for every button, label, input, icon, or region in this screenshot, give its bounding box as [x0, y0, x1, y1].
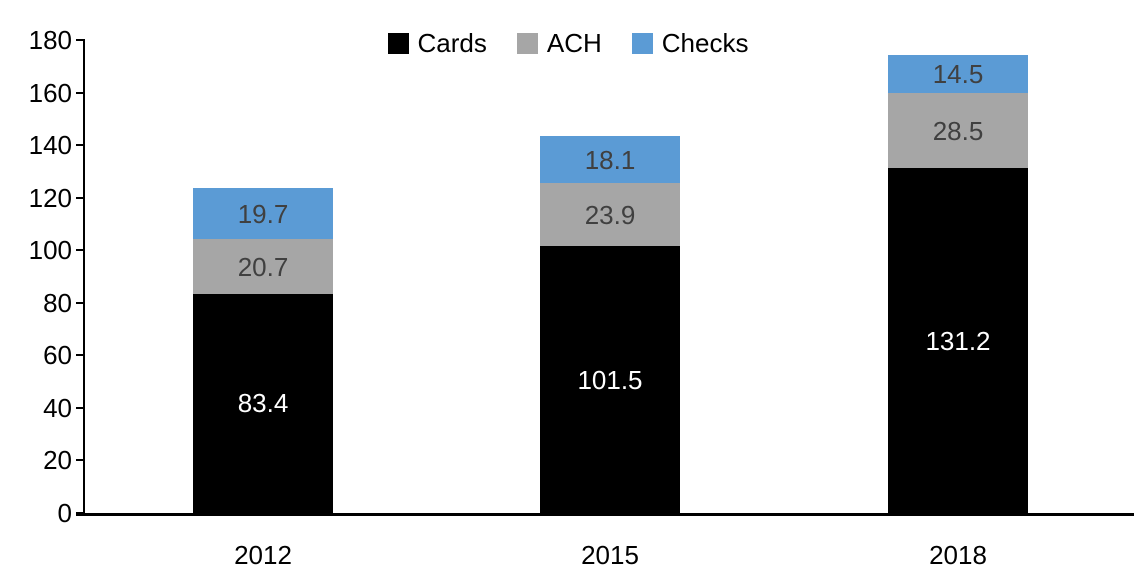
bar-2018: 131.2 28.5 14.5	[888, 55, 1028, 513]
segment-cards-2018: 131.2	[888, 168, 1028, 513]
x-axis	[76, 513, 1134, 516]
legend-label-checks: Checks	[661, 28, 749, 58]
y-axis	[83, 40, 85, 516]
segment-ach-2018: 28.5	[888, 93, 1028, 169]
y-tick-mark	[76, 301, 85, 304]
data-label-ach-2012: 20.7	[237, 251, 289, 282]
bar-2012: 83.4 20.7 19.7	[193, 187, 333, 513]
segment-checks-2015: 18.1	[540, 135, 680, 184]
data-label-ach-2018: 28.5	[932, 115, 984, 146]
data-label-ach-2015: 23.9	[584, 199, 636, 230]
segment-cards-2012: 83.4	[193, 293, 333, 513]
y-tick-mark	[76, 91, 85, 94]
y-tick-label: 180	[28, 25, 72, 55]
y-tick-label: 40	[43, 392, 72, 423]
data-label-checks-2015: 18.1	[584, 144, 636, 175]
y-tick-label: 100	[28, 235, 72, 266]
data-label-cards-2015: 101.5	[577, 364, 643, 395]
y-tick-mark	[76, 144, 85, 147]
bar-2015: 101.5 23.9 18.1	[540, 135, 680, 513]
legend-item-ach: ACH	[516, 28, 602, 58]
y-tick-label: 20	[43, 445, 72, 476]
y-tick-mark	[76, 459, 85, 462]
y-tick-mark	[76, 249, 85, 252]
legend-swatch-checks-icon	[631, 32, 653, 54]
legend-label-ach: ACH	[546, 28, 602, 58]
legend-label-cards: Cards	[417, 28, 487, 58]
segment-ach-2012: 20.7	[193, 239, 333, 294]
y-tick-label: 60	[43, 340, 72, 371]
legend: Cards ACH Checks	[0, 30, 1136, 56]
legend-swatch-cards-icon	[387, 32, 409, 54]
y-tick-mark	[76, 406, 85, 409]
y-tick-label: 140	[28, 130, 72, 161]
data-label-cards-2018: 131.2	[925, 325, 991, 356]
x-axis-label-2012: 2012	[234, 540, 292, 570]
y-tick-mark	[76, 354, 85, 357]
segment-cards-2015: 101.5	[540, 246, 680, 513]
y-tick-mark	[76, 512, 85, 514]
legend-swatch-ach-icon	[516, 32, 538, 54]
y-tick-mark	[76, 196, 85, 199]
y-tick-label: 160	[28, 77, 72, 108]
y-tick-label: 80	[43, 287, 72, 318]
data-label-cards-2012: 83.4	[237, 388, 289, 419]
y-tick-label: 120	[28, 182, 72, 213]
x-axis-label-2015: 2015	[581, 540, 639, 570]
data-label-checks-2018: 14.5	[932, 59, 984, 90]
segment-checks-2018: 14.5	[888, 55, 1028, 94]
y-tick-label: 0	[57, 498, 72, 528]
x-axis-label-2018: 2018	[929, 540, 987, 570]
segment-ach-2015: 23.9	[540, 183, 680, 247]
legend-item-cards: Cards	[387, 28, 487, 58]
legend-item-checks: Checks	[631, 28, 749, 58]
data-label-checks-2012: 19.7	[237, 198, 289, 229]
y-tick-mark	[76, 39, 85, 41]
segment-checks-2012: 19.7	[193, 187, 333, 240]
